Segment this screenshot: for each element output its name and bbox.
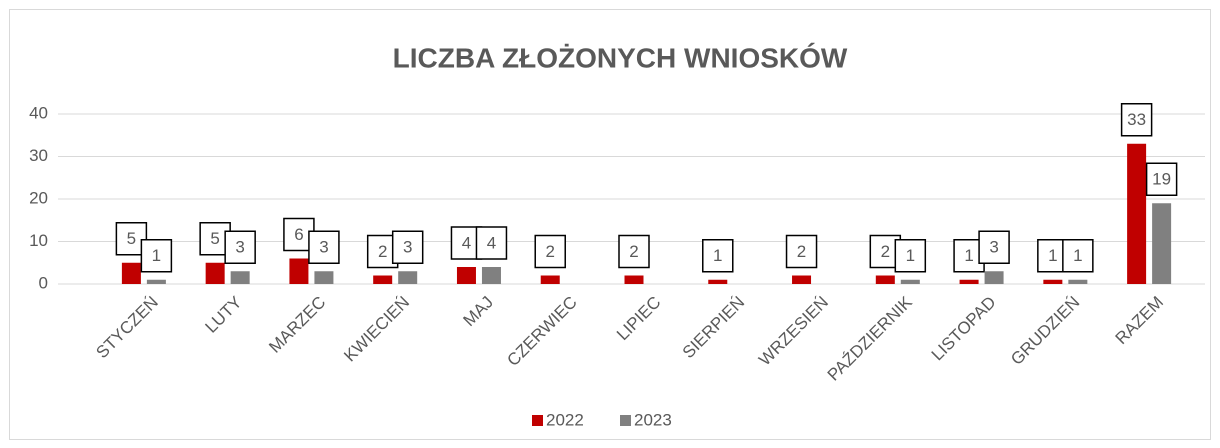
data-label: 19 [1152,170,1171,189]
bar [984,271,1004,284]
bar [398,271,418,284]
y-tick-label: 20 [29,188,48,207]
data-label: 5 [127,229,136,248]
y-tick-label: 10 [29,231,48,250]
data-label: 3 [989,238,998,257]
data-label-box [475,226,508,260]
data-label-box [702,239,734,273]
y-tick-label: 0 [39,273,48,292]
data-label: 2 [797,242,806,261]
data-label: 3 [235,238,244,257]
data-label: 1 [906,246,915,265]
bar [289,258,309,284]
bar [1152,203,1172,284]
bar [121,262,141,284]
bar [959,279,979,284]
legend-label: 2022 [546,410,584,429]
data-label: 4 [487,233,496,252]
data-label: 2 [881,242,890,261]
bar [146,279,166,284]
y-tick-label: 30 [29,146,48,165]
legend-label: 2023 [634,410,672,429]
data-label: 5 [210,229,219,248]
data-label: 1 [713,246,722,265]
data-label-box [224,230,256,264]
data-label: 6 [294,225,303,244]
bar [373,275,393,284]
data-label: 33 [1127,110,1146,129]
legend-swatch [620,415,631,426]
data-label: 2 [378,242,387,261]
data-label: 1 [1048,246,1057,265]
legend-swatch [532,415,543,426]
bar [314,271,334,284]
bar [1127,143,1147,284]
data-label: 1 [964,246,973,265]
data-label-box [894,239,927,273]
bar [540,275,560,284]
bar [205,262,225,284]
data-label: 1 [152,246,161,265]
data-label-box [978,230,1010,264]
bar [481,267,501,284]
data-label-box [618,234,650,269]
data-label-box [1145,162,1178,196]
bar [1068,279,1088,284]
bar [875,275,895,284]
data-label: 1 [1073,246,1082,265]
data-label-box [785,234,818,269]
bar [230,271,250,284]
data-label: 2 [545,242,554,261]
bar [456,267,476,284]
bar [792,275,812,284]
data-label-box [1120,103,1153,137]
bar [708,279,728,284]
data-label: 3 [403,238,412,257]
data-label: 4 [462,233,471,252]
bar [624,275,644,284]
data-label-box [1062,239,1094,273]
data-label-box [140,239,173,273]
y-tick-label: 40 [29,103,48,122]
data-label-box [308,230,340,264]
data-label-box [391,230,424,264]
data-label-box [534,234,566,269]
bar [1043,279,1063,284]
data-label: 3 [319,238,328,257]
bar [900,279,920,284]
chart-border [9,9,1211,440]
chart-title: LICZBA ZŁOŻONYCH WNIOSKÓW [393,42,848,73]
data-label: 2 [629,242,638,261]
